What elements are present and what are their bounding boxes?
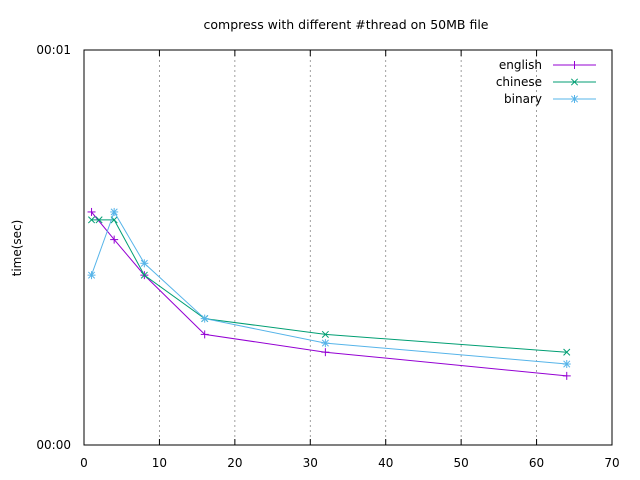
x-tick-label: 50 <box>454 456 469 470</box>
data-point-english <box>110 235 119 244</box>
data-point-binary <box>200 314 209 323</box>
legend-marker-english <box>570 61 579 69</box>
legend-label-binary: binary <box>504 92 542 106</box>
data-point-chinese <box>87 216 96 224</box>
data-point-chinese <box>95 216 103 224</box>
y-axis-label: time(sec) <box>10 220 24 277</box>
x-tick-label: 40 <box>378 456 393 470</box>
legend-marker-binary <box>570 95 579 103</box>
y-tick-label: 00:00 <box>36 438 71 452</box>
series-chinese <box>87 216 571 356</box>
data-point-english <box>200 330 209 339</box>
data-point-binary-stroke <box>201 315 209 323</box>
x-tick-label: 10 <box>152 456 167 470</box>
data-point-chinese-stroke <box>95 216 103 224</box>
legend-marker-chinese <box>570 78 579 86</box>
data-point-binary-stroke <box>140 259 148 267</box>
series-line-chinese <box>91 219 567 353</box>
legend: english chinese binary <box>496 58 596 106</box>
grid-lines <box>159 50 537 445</box>
data-point-chinese-stroke <box>321 330 329 338</box>
data-point-english <box>87 207 96 216</box>
data-point-chinese-stroke <box>563 348 571 356</box>
data-point-chinese-stroke <box>140 271 148 279</box>
x-tick-label: 60 <box>529 456 544 470</box>
axis-ticks: 0 10 20 30 40 50 60 70 00:00 00:01 <box>36 43 619 470</box>
data-point-binary <box>562 360 571 369</box>
chart-title: compress with different #thread on 50MB … <box>204 17 489 32</box>
series-group <box>87 207 571 380</box>
data-point-chinese-stroke <box>110 216 118 224</box>
legend-label-chinese: chinese <box>496 75 542 89</box>
legend-marker-chinese-stroke <box>570 78 579 86</box>
data-point-binary <box>140 259 149 268</box>
plot-frame <box>83 49 613 446</box>
series-binary <box>87 207 571 369</box>
data-point-binary-stroke <box>321 339 329 347</box>
series-english <box>87 207 571 380</box>
series-line-binary <box>91 210 567 365</box>
data-point-chinese <box>140 271 148 279</box>
data-point-chinese <box>321 330 329 338</box>
data-point-binary-stroke <box>110 208 118 216</box>
data-point-chinese-stroke <box>87 216 96 224</box>
series-line-english <box>91 211 567 377</box>
x-tick-label: 30 <box>303 456 318 470</box>
x-tick-label: 20 <box>227 456 242 470</box>
data-point-english <box>321 348 330 357</box>
data-point-english <box>562 371 571 380</box>
data-point-binary <box>110 207 119 216</box>
legend-marker-binary-stroke <box>570 95 579 103</box>
legend-label-english: english <box>499 58 542 72</box>
data-point-binary <box>87 271 96 280</box>
data-point-chinese <box>563 348 571 356</box>
data-point-binary <box>321 339 330 348</box>
x-tick-label: 0 <box>80 456 88 470</box>
data-point-binary-stroke <box>563 360 571 368</box>
x-tick-label: 70 <box>604 456 619 470</box>
y-tick-label: 00:01 <box>36 43 71 57</box>
data-point-binary-stroke <box>87 271 96 279</box>
